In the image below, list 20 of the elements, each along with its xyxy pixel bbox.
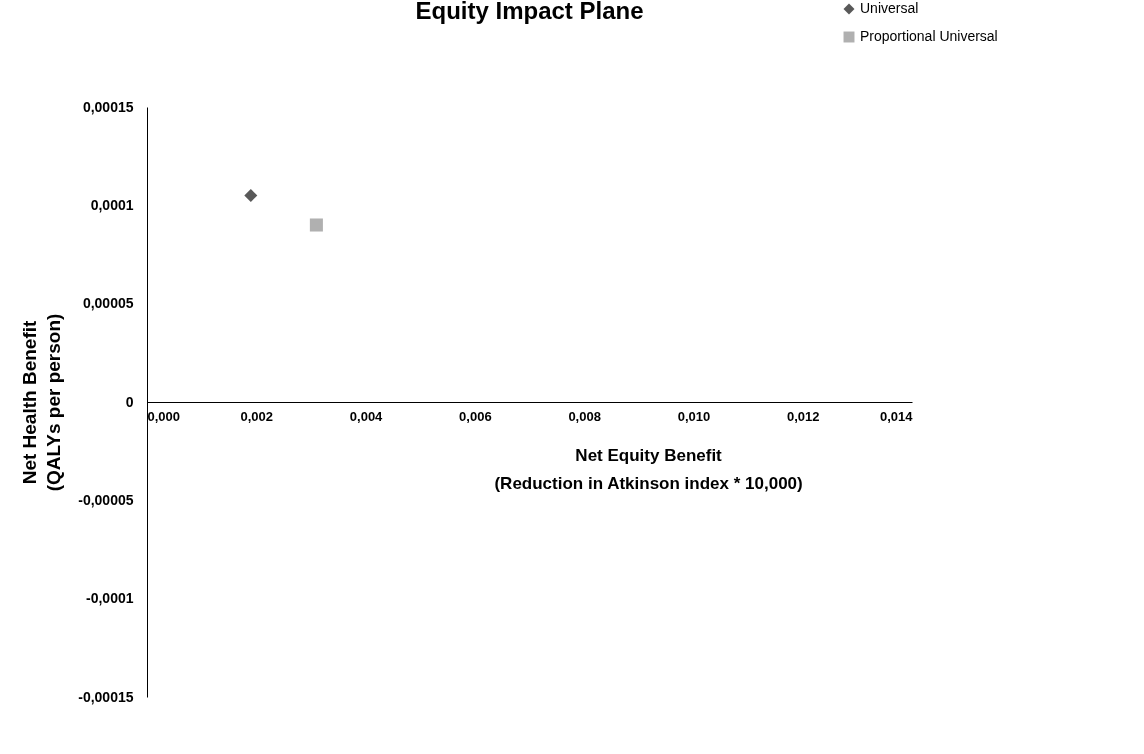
y-axis-title: Net Health Benefit (QALYs per person) [19,313,65,492]
x-tick-label: 0,000 [147,408,181,424]
y-tick-label: 0,00005 [82,295,134,312]
x-tick-label: 0,012 [786,408,820,424]
y-tick-label: 0,00015 [82,98,134,115]
x-tick-label: 0,006 [459,408,492,424]
x-tick-label: 0,004 [349,408,384,424]
chart-title: Equity Impact Plane [415,0,644,24]
x-axis-title: Net Equity Benefit (Reduction in Atkinson index * 10,000) [494,445,803,493]
x-tick-label: 0,002 [240,408,274,424]
y-tick-label: -0,00005 [78,491,134,508]
x-tick-label: 0,014 [879,408,914,424]
y-tick-label: -0,0001 [86,590,134,607]
x-tick-label: 0,008 [568,408,601,424]
legend-label: Proportional Universal [860,28,998,44]
x-tick-label: 0,010 [677,408,711,424]
y-tick-label: 0,0001 [90,196,134,213]
legend-label: Universal [860,0,919,16]
y-tick-label: 0 [125,393,134,410]
y-tick-label: -0,00015 [78,688,134,705]
